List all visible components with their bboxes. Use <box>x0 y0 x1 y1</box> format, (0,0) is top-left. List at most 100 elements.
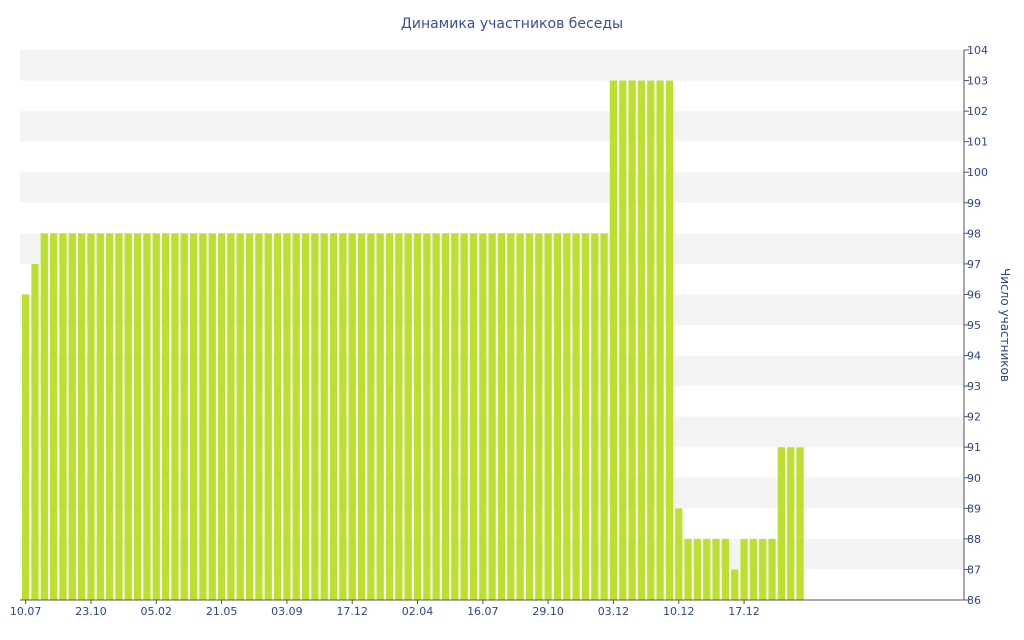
y-tick-label: 86 <box>967 594 981 607</box>
bar <box>460 233 468 600</box>
bar <box>273 233 282 600</box>
bar <box>208 233 216 600</box>
y-tick-label: 98 <box>967 227 981 240</box>
y-tick-label: 99 <box>967 197 981 210</box>
bar <box>367 233 375 600</box>
bar <box>600 233 608 600</box>
y-tick-label: 104 <box>967 44 988 57</box>
bar <box>749 538 758 600</box>
x-tick-label: 10.07 <box>10 605 42 618</box>
chart-title: Динамика участников беседы <box>401 16 623 32</box>
bar <box>320 233 328 600</box>
bar <box>49 233 58 600</box>
x-tick-label: 05.02 <box>141 605 173 618</box>
y-tick-label: 97 <box>967 258 981 271</box>
y-tick-labels: 86 87 88 89 90 91 92 93 94 95 96 97 98 99 100 101 102 103… <box>964 44 988 607</box>
bar <box>525 233 534 600</box>
bar <box>227 233 235 600</box>
bar <box>759 538 767 600</box>
bar <box>441 233 450 600</box>
y-tick-label: 102 <box>967 105 988 118</box>
y-tick-label: 93 <box>967 380 981 393</box>
bar <box>647 80 655 600</box>
bar <box>516 233 524 600</box>
bars <box>22 80 804 600</box>
bar <box>787 447 795 600</box>
bar <box>703 538 711 600</box>
y-tick-label: 90 <box>967 472 981 485</box>
bar <box>105 233 114 600</box>
bar <box>357 233 366 600</box>
y-tick-label: 88 <box>967 533 981 546</box>
bar <box>68 233 76 600</box>
y-tick-label: 95 <box>967 319 981 332</box>
x-tick-label: 17.12 <box>336 605 368 618</box>
x-tick-label: 16.07 <box>467 605 499 618</box>
bar <box>637 80 646 600</box>
bar <box>619 80 627 600</box>
bar <box>376 233 384 600</box>
bar <box>180 233 188 600</box>
bar <box>171 233 179 600</box>
bar <box>236 233 244 600</box>
bar <box>684 538 692 600</box>
bar <box>152 233 160 600</box>
y-tick-label: 101 <box>967 136 988 149</box>
bar <box>731 569 739 600</box>
x-tick-label: 03.12 <box>598 605 630 618</box>
bar <box>413 233 422 600</box>
bar <box>572 233 580 600</box>
x-tick-label: 29.10 <box>532 605 564 618</box>
bar <box>553 233 562 600</box>
bar <box>311 233 319 600</box>
bar <box>31 263 39 600</box>
y-tick-label: 92 <box>967 411 981 424</box>
bar <box>721 538 730 600</box>
bar <box>245 233 254 600</box>
y-tick-label: 89 <box>967 502 981 515</box>
x-tick-label: 17.12 <box>728 605 760 618</box>
bar <box>264 233 272 600</box>
bar <box>451 233 459 600</box>
bar <box>479 233 487 600</box>
bar <box>283 233 291 600</box>
bar <box>693 538 702 600</box>
bar <box>329 233 338 600</box>
x-tick-label: 10.12 <box>663 605 695 618</box>
bar <box>544 233 552 600</box>
x-tick-label: 23.10 <box>75 605 107 618</box>
x-tick-label: 21.05 <box>206 605 238 618</box>
bar <box>563 233 571 600</box>
bar <box>133 233 142 600</box>
bar <box>628 80 636 600</box>
bar <box>385 233 394 600</box>
bar <box>143 233 151 600</box>
bar <box>656 80 664 600</box>
bar <box>768 538 776 600</box>
bar <box>189 233 198 600</box>
bar <box>292 233 300 600</box>
x-tick-label: 02.04 <box>402 605 434 618</box>
bar <box>96 233 104 600</box>
bar <box>777 447 786 600</box>
bar <box>115 233 123 600</box>
bar <box>796 447 804 600</box>
y-tick-label: 87 <box>967 563 981 576</box>
bar <box>59 233 67 600</box>
grid-band <box>20 172 964 203</box>
bar <box>740 538 748 600</box>
bar <box>432 233 440 600</box>
bar <box>161 233 170 600</box>
grid-band <box>20 50 964 81</box>
bar <box>535 233 543 600</box>
y-tick-label: 94 <box>967 350 981 363</box>
bar <box>124 233 132 600</box>
bar <box>199 233 207 600</box>
bar <box>507 233 515 600</box>
bar <box>675 508 683 600</box>
bar <box>301 233 310 600</box>
bar <box>339 233 347 600</box>
bar <box>87 233 95 600</box>
y-axis-title: Число участников <box>998 268 1012 382</box>
